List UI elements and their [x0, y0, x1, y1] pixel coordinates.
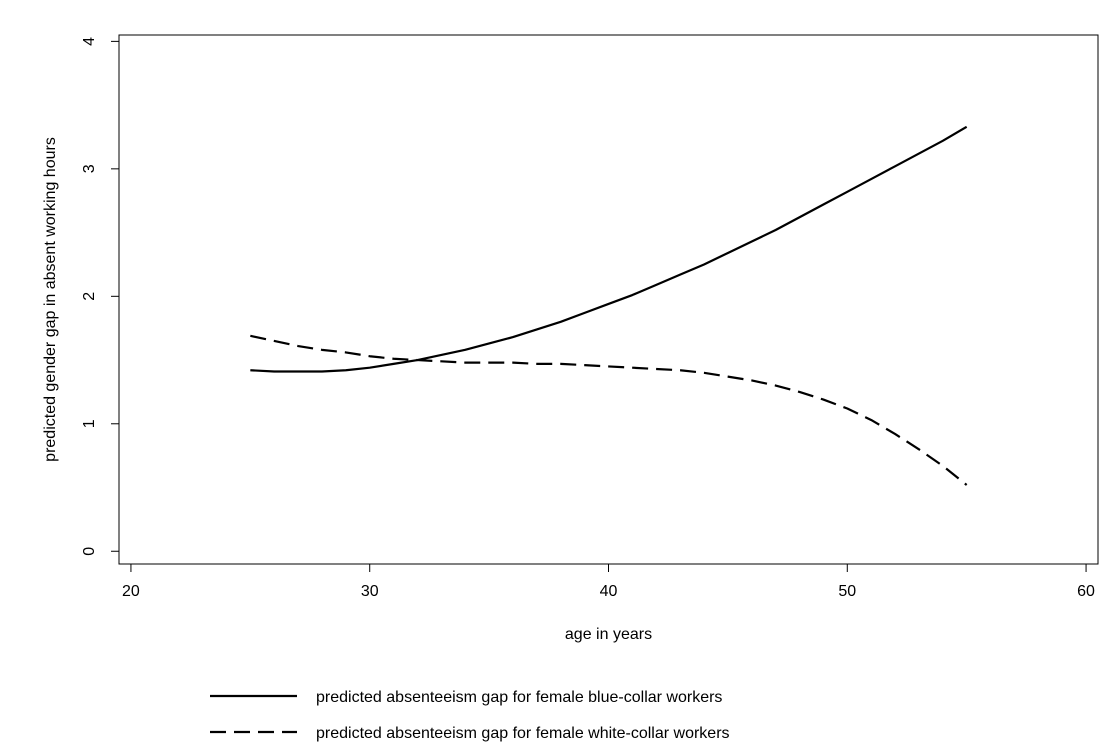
y-tick-label: 2 — [81, 292, 98, 301]
x-axis: 20 30 40 50 60 — [122, 564, 1095, 600]
y-axis: 0 1 2 3 4 — [81, 37, 119, 556]
x-axis-title: age in years — [565, 626, 652, 643]
x-tick-label: 40 — [600, 583, 618, 600]
y-axis-title: predicted gender gap in absent working h… — [42, 137, 59, 462]
y-tick-label: 3 — [81, 164, 98, 173]
y-tick-label: 4 — [81, 37, 98, 46]
y-tick-label: 1 — [81, 419, 98, 428]
y-tick-label: 0 — [81, 547, 98, 556]
legend-label-1: predicted absenteeism gap for female blu… — [316, 689, 722, 706]
x-tick-label: 50 — [838, 583, 856, 600]
series-layer — [250, 125, 968, 486]
x-tick-label: 20 — [122, 583, 140, 600]
legend-label-2: predicted absenteeism gap for female whi… — [316, 725, 730, 742]
x-tick-label: 30 — [361, 583, 379, 600]
series-line-2 — [250, 334, 968, 486]
series-line-1 — [250, 125, 968, 373]
x-tick-label: 60 — [1077, 583, 1095, 600]
legend: predicted absenteeism gap for female blu… — [210, 689, 730, 742]
